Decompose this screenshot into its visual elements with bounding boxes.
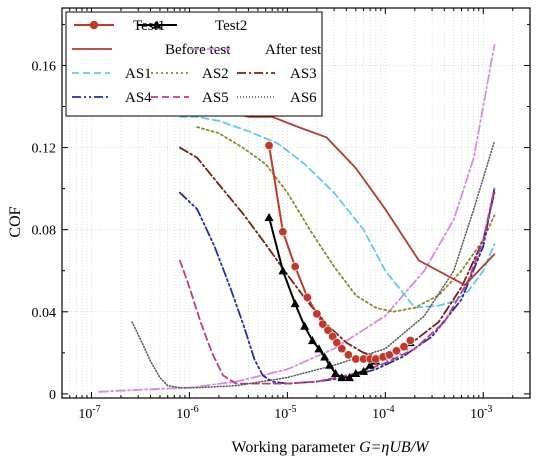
data-point-test2	[331, 368, 341, 377]
legend-label-before-test: Before test	[165, 42, 231, 58]
legend-label-as5: AS5	[202, 90, 229, 106]
data-point-test1	[328, 331, 338, 341]
data-point-test1	[312, 309, 322, 319]
data-point-test2	[290, 299, 300, 308]
data-point-test2	[307, 336, 317, 345]
legend-label-as2: AS2	[202, 66, 229, 82]
legend-box	[65, 11, 323, 117]
data-point-test2	[351, 368, 361, 377]
legend-marker-test2	[152, 20, 162, 29]
y-tick-label: 0.08	[32, 224, 57, 239]
data-point-test2	[344, 372, 354, 382]
y-tick-label: 0.04	[32, 306, 57, 321]
data-point-test2	[314, 344, 324, 353]
x-axis-title-prefix: Working parameter	[232, 439, 360, 456]
data-point-test2	[365, 360, 375, 369]
y-tick-label: 0.12	[32, 142, 57, 157]
legend-label-as4: AS4	[125, 90, 152, 106]
data-point-test1	[264, 141, 274, 151]
data-point-test1	[318, 319, 328, 329]
data-point-test2	[337, 372, 347, 382]
data-point-test1	[391, 346, 401, 356]
series-line-test1	[268, 144, 412, 360]
y-tick-label: 0	[49, 388, 56, 403]
x-axis-title-formula: G=ηUB/W	[359, 439, 430, 456]
series-line-as6	[131, 140, 496, 389]
x-tick-label: 10-4	[372, 404, 394, 422]
data-point-test2	[325, 360, 335, 369]
data-point-test1	[278, 227, 288, 237]
plot-frame	[61, 7, 531, 399]
data-point-test1	[405, 336, 415, 346]
x-tick-label: 10-5	[274, 404, 296, 422]
data-point-test1	[343, 350, 353, 360]
data-point-test2	[278, 266, 288, 275]
data-point-test1	[302, 292, 312, 302]
data-point-test2	[300, 321, 310, 330]
data-point-test1	[351, 354, 361, 364]
legend-label-after-test: After test	[265, 42, 322, 58]
legend-marker-test1	[89, 20, 99, 30]
x-tick-label: 10-7	[78, 404, 100, 422]
series-line-as3	[178, 146, 496, 358]
x-tick-label: 10-6	[176, 404, 198, 422]
axes-layer: 10-7 10-6 10-5 10-4 10-3 0 0.04 0.08 0.12 0.16	[32, 7, 531, 422]
y-axis-title: COF	[7, 206, 24, 237]
data-point-test1	[323, 325, 333, 335]
x-tick-label: 10-3	[470, 404, 492, 422]
y-tick-label: 0.16	[32, 59, 57, 74]
series-line-after-test	[98, 44, 496, 393]
x-axis-title: Working parameter G=ηUB/W	[232, 439, 431, 456]
data-point-test2	[320, 352, 330, 361]
legend-label-as1: AS1	[125, 66, 152, 82]
data-point-test1	[332, 338, 342, 348]
data-point-test1	[290, 262, 300, 272]
data-point-test1	[337, 344, 347, 354]
series-line-as2	[196, 126, 496, 313]
data-point-test1	[384, 350, 394, 360]
data-point-test2	[359, 366, 369, 375]
legend-label-as6: AS6	[290, 90, 317, 106]
legend-label-as3: AS3	[290, 66, 317, 82]
legend-label-test2: Test2	[215, 18, 247, 34]
series-line-as5	[178, 187, 496, 385]
data-point-test1	[399, 342, 409, 352]
data-point-test2	[264, 212, 274, 221]
